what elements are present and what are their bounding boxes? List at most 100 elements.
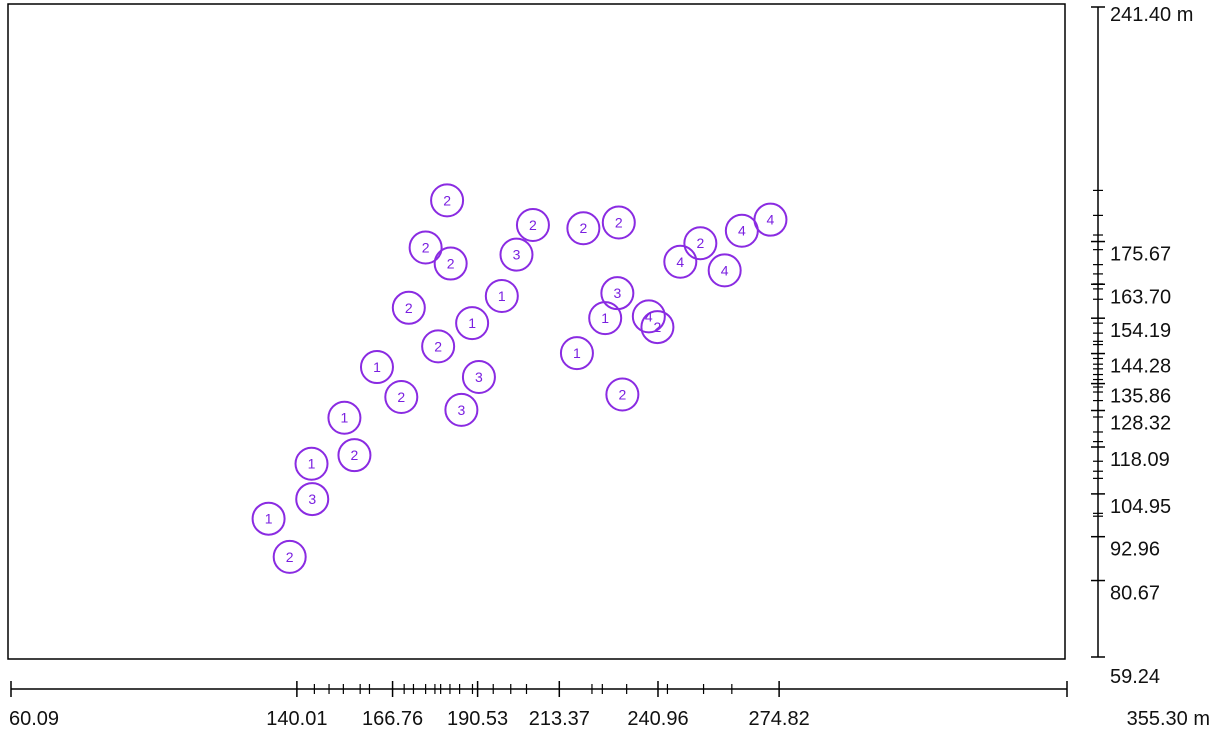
data-point-label: 1: [498, 288, 506, 304]
data-point: 3: [600, 276, 635, 311]
data-point-label: 4: [721, 262, 729, 278]
data-point-marker: [337, 438, 372, 473]
data-point-label: 2: [618, 387, 626, 403]
data-point-label: 2: [615, 215, 623, 231]
data-point: 3: [444, 392, 479, 427]
data-point: 2: [421, 329, 456, 364]
data-point-label: 2: [447, 256, 455, 272]
data-point: 2: [601, 205, 636, 240]
data-point: 1: [455, 306, 490, 341]
data-point-marker: [499, 237, 534, 272]
data-point-marker: [295, 482, 330, 517]
data-point-marker: [408, 230, 443, 265]
data-point: 2: [515, 208, 550, 243]
data-point: 1: [559, 336, 594, 371]
data-point-label: 2: [286, 549, 294, 565]
data-point-marker: [294, 446, 329, 481]
data-point-marker: [272, 539, 307, 574]
data-point: 2: [683, 226, 718, 261]
data-point-marker: [631, 299, 666, 334]
data-point-marker: [327, 400, 362, 435]
data-point: 2: [640, 310, 675, 345]
data-point-marker: [566, 211, 601, 246]
data-point-label: 3: [308, 491, 316, 507]
data-point-marker: [559, 336, 594, 371]
data-point: 4: [631, 299, 666, 334]
x-tick-label: 355.30 m: [1127, 708, 1210, 730]
data-point: 1: [294, 446, 329, 481]
data-point-label: 1: [308, 456, 316, 472]
data-point: 4: [663, 244, 698, 279]
data-point: 4: [707, 253, 742, 288]
data-point-label: 2: [397, 389, 405, 405]
x-tick-label: 60.09: [9, 708, 59, 730]
data-point-label: 3: [613, 285, 621, 301]
data-point-marker: [601, 205, 636, 240]
data-point-marker: [433, 246, 468, 281]
data-point: 2: [384, 380, 419, 415]
y-tick-label: 163.70: [1110, 286, 1171, 308]
data-point: 3: [295, 482, 330, 517]
y-tick-label: 154.19: [1110, 320, 1171, 342]
y-tick-label: 59.24: [1110, 666, 1160, 688]
data-point: 1: [251, 501, 286, 536]
data-point-label: 2: [529, 217, 537, 233]
data-point-label: 1: [373, 359, 381, 375]
data-point-label: 2: [443, 192, 451, 208]
data-point-marker: [484, 279, 519, 314]
data-point-marker: [515, 208, 550, 243]
x-tick-label: 213.37: [529, 708, 590, 730]
data-point-label: 2: [654, 319, 662, 335]
x-tick-label: 274.82: [749, 708, 810, 730]
data-point-label: 2: [434, 338, 442, 354]
data-point-label: 2: [696, 235, 704, 251]
data-point: 1: [327, 400, 362, 435]
data-point-marker: [251, 501, 286, 536]
data-point: 2: [337, 438, 372, 473]
x-tick-label: 240.96: [627, 708, 688, 730]
data-point: 2: [430, 183, 465, 218]
x-axis: 60.09 140.01 166.76 190.53 213.37 240.96 274.8…: [9, 681, 1210, 730]
y-tick-label: 241.40 m: [1110, 4, 1193, 26]
data-point-marker: [384, 380, 419, 415]
data-point: 3: [461, 360, 496, 395]
data-point-marker: [683, 226, 718, 261]
data-point-label: 3: [457, 402, 465, 418]
data-point-label: 2: [351, 447, 359, 463]
data-point-label: 1: [601, 310, 609, 326]
x-tick-label: 166.76: [362, 708, 423, 730]
data-point: 2: [566, 211, 601, 246]
data-point-label: 1: [265, 511, 273, 527]
data-point-label: 4: [676, 254, 684, 270]
data-point: 3: [499, 237, 534, 272]
data-point-marker: [430, 183, 465, 218]
data-point-marker: [663, 244, 698, 279]
data-point-marker: [753, 202, 788, 237]
y-tick-label: 175.67: [1110, 244, 1171, 266]
y-tick-label: 104.95: [1110, 496, 1171, 518]
data-point-label: 4: [738, 223, 746, 239]
data-point-label: 3: [513, 247, 521, 263]
y-axis: 241.40 m 175.67 163.70 154.19 144.28 135.86 12…: [1091, 4, 1193, 688]
data-point-marker: [640, 310, 675, 345]
data-point-label: 4: [767, 212, 775, 228]
y-tick-label: 135.86: [1110, 386, 1171, 408]
data-point: 2: [391, 290, 426, 325]
x-tick-label: 140.01: [266, 708, 327, 730]
data-point-marker: [455, 306, 490, 341]
data-point: 2: [433, 246, 468, 281]
data-point-marker: [605, 377, 640, 412]
data-point-label: 3: [475, 369, 483, 385]
plot-frame: [7, 3, 1066, 660]
data-point-marker: [391, 290, 426, 325]
data-point-label: 2: [405, 300, 413, 316]
data-point-marker: [421, 329, 456, 364]
data-point: 1: [359, 350, 394, 385]
data-point-label: 1: [468, 315, 476, 331]
data-point-marker: [707, 253, 742, 288]
data-point-label: 1: [573, 345, 581, 361]
data-point-label: 2: [579, 220, 587, 236]
data-point-marker: [444, 392, 479, 427]
y-tick-label: 92.96: [1110, 539, 1160, 561]
data-point: 2: [272, 539, 307, 574]
